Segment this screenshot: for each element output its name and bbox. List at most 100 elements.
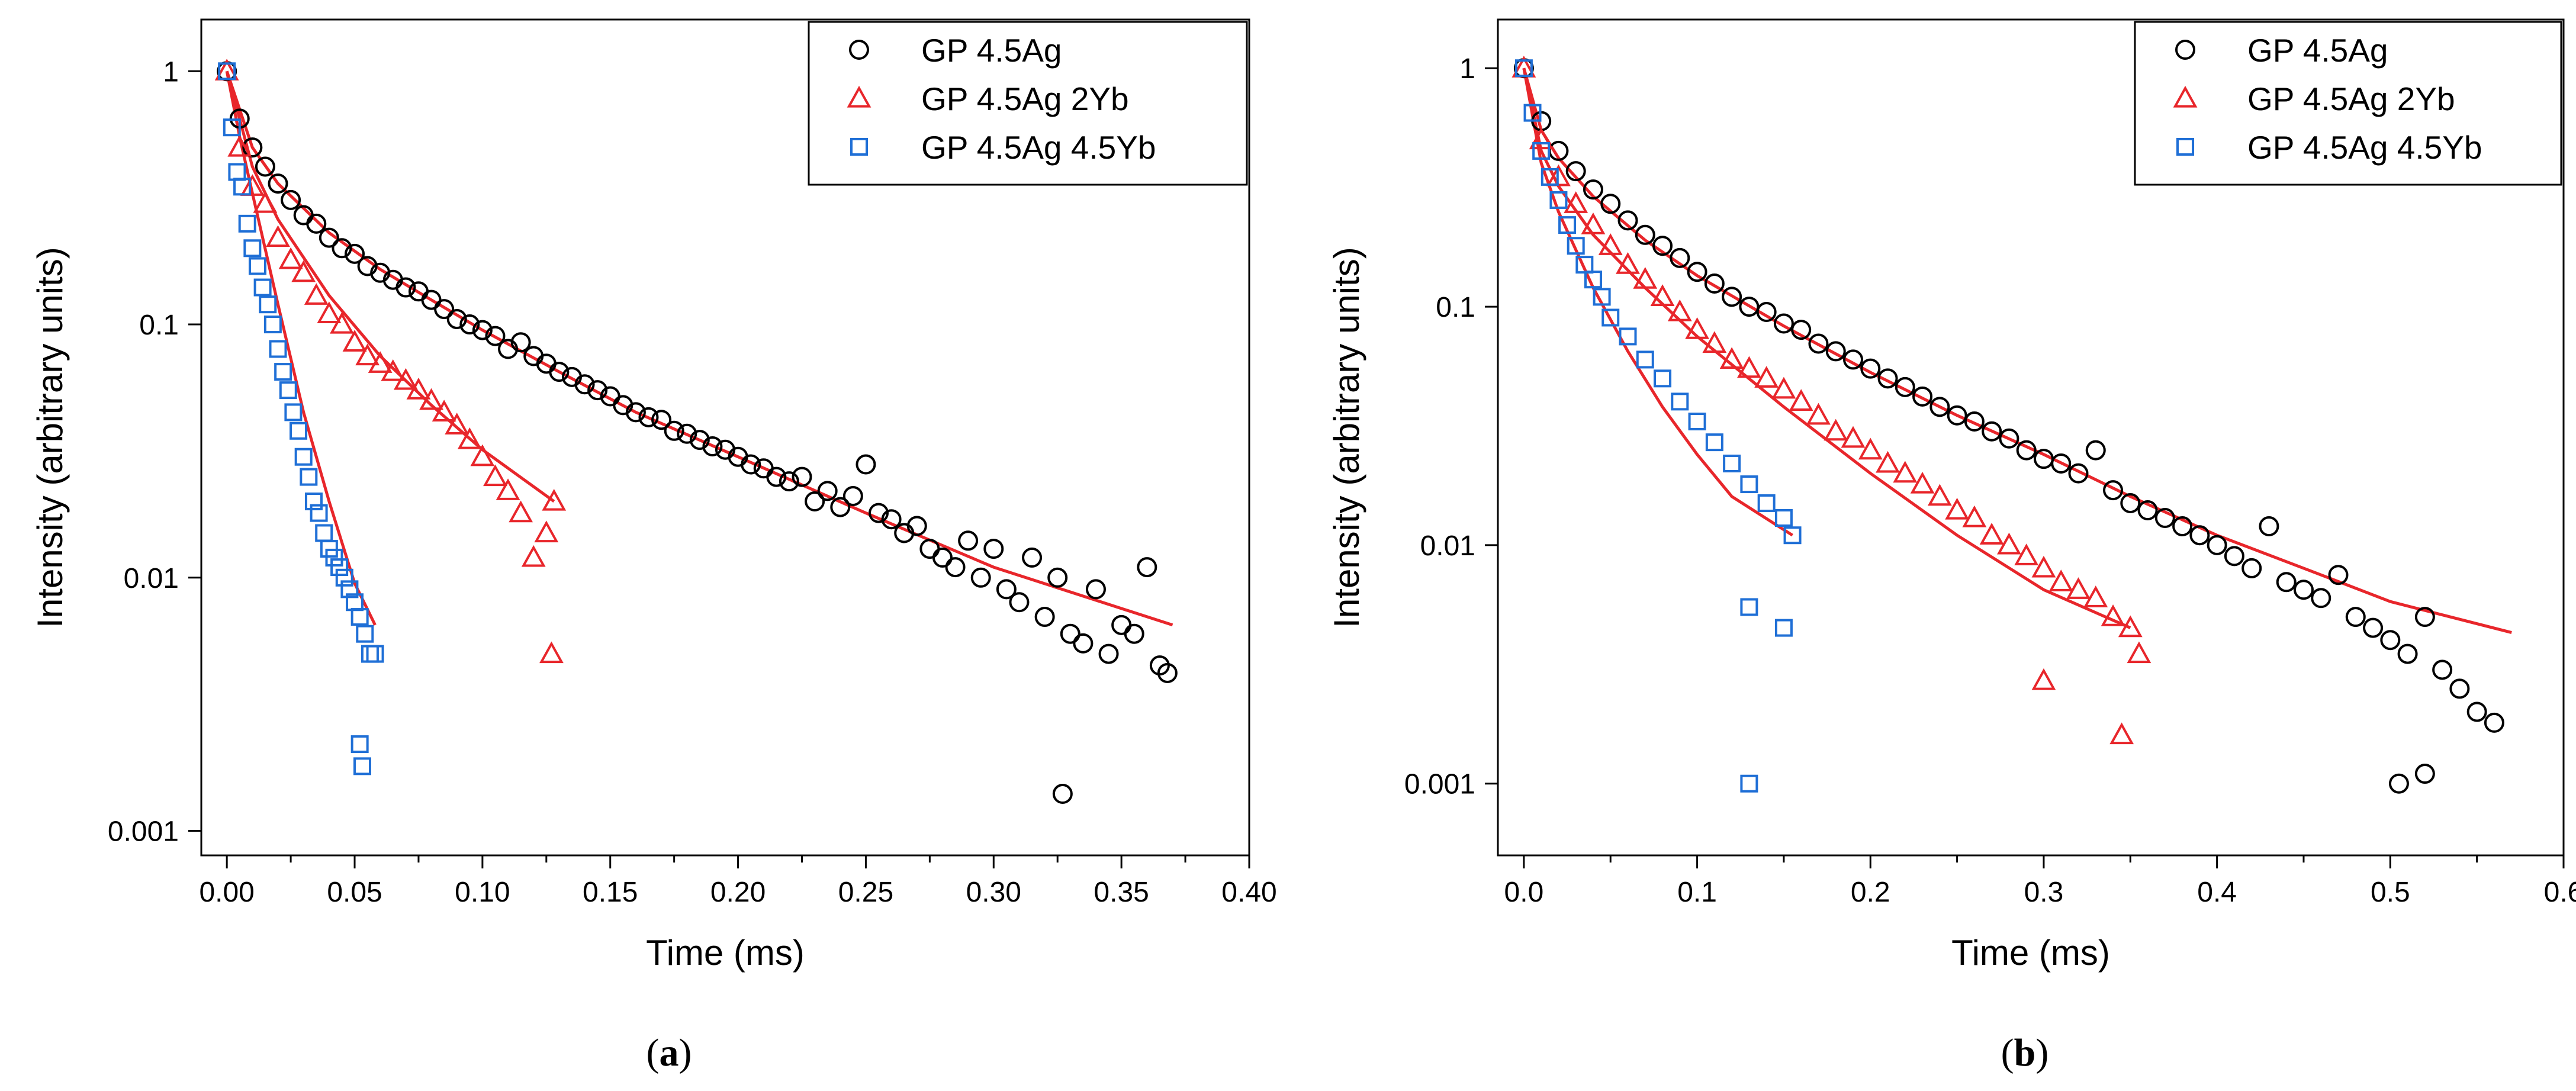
data-point [1619,327,1637,346]
data-point [1111,614,1132,635]
data-point [2127,641,2152,664]
data-point [1688,413,1706,431]
data-point [805,491,825,512]
data-point [445,413,469,435]
data-point [1789,389,1813,411]
data-point [238,214,256,233]
data-point [1876,450,1900,473]
data-point [2276,572,2297,593]
x-tick-label: 0.2 [1851,877,1890,908]
data-point [2031,555,2056,578]
data-point [356,625,374,643]
fit-line-2 [1522,67,2131,629]
data-point [281,189,301,210]
data-point [381,359,406,381]
data-point [549,362,570,382]
legend-label: GP 4.5Ag 4.5Yb [2247,129,2482,166]
series-2 [214,59,567,664]
data-point [2189,525,2210,546]
data-point [1841,426,1866,448]
data-point [242,137,263,158]
data-point [2397,643,2418,664]
legend-box [808,21,1248,186]
data-point [1124,623,1144,644]
legend-label: GP 4.5Ag [921,32,1062,69]
data-point [1704,273,1725,294]
data-point [2137,500,2158,521]
data-point [2066,577,2091,599]
data-point [2085,440,2106,461]
data-point [1754,366,1779,388]
data-point [1740,475,1758,494]
data-point [2172,516,2193,537]
x-tick-label: 0.30 [966,877,1021,908]
data-point [1633,267,1658,289]
y-tick-label: 0.1 [1436,292,1475,323]
data-point [2363,617,2384,638]
data-point [1565,161,1586,182]
data-point [2414,607,2435,627]
data-point [274,363,292,381]
x-tick-label: 0.10 [455,877,510,908]
data-point [587,380,608,401]
series-2 [1511,56,2152,745]
data-point [259,295,277,314]
legend: GP 4.5Ag GP 4.5Ag 2Yb GP 4.5Ag 4.5Yb [808,21,1248,186]
data-point [1824,419,1848,441]
data-point [1549,191,1568,209]
data-point [255,156,275,177]
data-point [1740,774,1758,793]
legend-box [2134,21,2562,186]
y-tick-label: 1 [163,56,179,88]
panel-b: 0.0 0.1 0.2 0.3 0.4 0.5 0.6 1 0.1 0.01 0.001 Time (… [1327,18,2576,1074]
plot-frame [1497,18,2565,857]
data-point [509,500,533,523]
data-point [1009,592,1030,613]
data-point [2449,678,2470,699]
data-point [2259,516,2279,537]
data-point [1583,179,1603,200]
data-point [1593,288,1611,306]
data-point [2432,659,2453,680]
data-point [1514,59,1533,78]
data-point [345,243,365,264]
data-point [1073,633,1094,654]
data-point [2207,535,2227,555]
data-point [625,402,646,423]
data-point [2311,588,2331,609]
data-point [2293,580,2314,600]
data-point [945,557,966,578]
data-point [2484,712,2504,733]
data-point [284,403,303,421]
data-point [919,539,940,559]
data-point [1616,252,1640,274]
data-point [702,436,723,457]
x-tick-label: 0.0 [1504,877,1544,908]
data-point [958,530,979,551]
data-point [574,374,595,395]
fit-line-3 [1522,67,1793,537]
data-point [1964,411,1985,432]
data-point [340,580,359,598]
data-point [317,301,342,323]
data-point [233,178,252,196]
data-point [228,163,246,181]
y-tick-label: 1 [1459,53,1475,85]
data-point [983,539,1004,559]
data-point [2388,773,2409,794]
data-point [306,213,327,234]
data-point [1773,313,1794,334]
data-point [1719,347,1744,369]
data-point [856,454,876,475]
caption-close-paren: ) [2035,1031,2048,1074]
data-point [330,311,354,334]
data-point [2380,630,2401,651]
data-point [2031,668,2056,690]
caption-close-paren: ) [679,1031,692,1074]
data-point [1999,428,2019,449]
caption-open-paren: ( [2001,1031,2014,1074]
data-point [1532,141,1551,160]
data-point [294,448,313,466]
caption-letter: b [2014,1031,2036,1074]
legend-label: GP 4.5Ag 2Yb [2247,81,2455,117]
